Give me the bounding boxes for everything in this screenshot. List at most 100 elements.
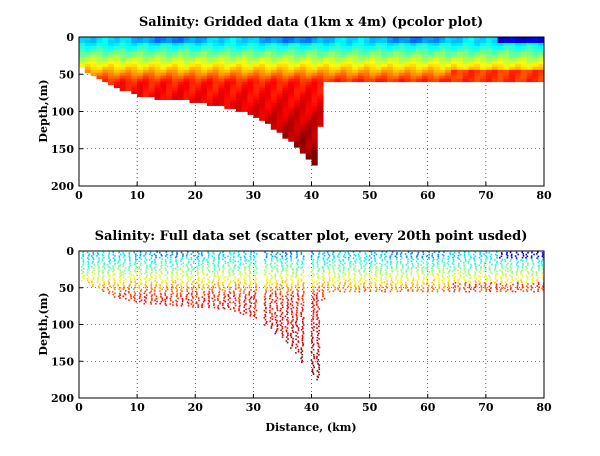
scatter-point xyxy=(255,286,257,289)
scatter-point xyxy=(217,276,220,278)
scatter-point xyxy=(322,290,325,292)
pcolor-cell xyxy=(253,87,260,92)
pcolor-cell xyxy=(189,37,196,41)
scatter-point xyxy=(337,288,340,291)
scatter-point xyxy=(154,260,157,263)
scatter-point xyxy=(282,317,284,319)
scatter-point xyxy=(255,283,257,285)
scatter-point xyxy=(316,310,319,312)
scatter-point xyxy=(300,267,302,269)
pcolor-cell xyxy=(346,42,353,47)
scatter-point xyxy=(337,279,339,282)
pcolor-cell xyxy=(305,138,312,142)
scatter-point xyxy=(384,272,387,275)
scatter-x-tick-label: 40 xyxy=(304,401,320,414)
scatter-point xyxy=(380,290,383,292)
scatter-point xyxy=(527,272,530,275)
pcolor-cell xyxy=(108,78,115,83)
pcolor-cell xyxy=(398,66,405,71)
scatter-point xyxy=(264,251,266,254)
scatter-point xyxy=(542,285,544,288)
scatter-point xyxy=(269,302,271,305)
pcolor-cell xyxy=(514,54,522,59)
scatter-point xyxy=(201,269,204,271)
scatter-point xyxy=(499,276,502,278)
scatter-point xyxy=(108,275,111,277)
scatter-point xyxy=(301,334,304,337)
pcolor-cell xyxy=(253,78,260,83)
scatter-point xyxy=(200,253,203,256)
scatter-point xyxy=(297,266,300,268)
pcolor-cell xyxy=(520,45,527,50)
scatter-point xyxy=(286,260,288,263)
scatter-point xyxy=(287,316,289,319)
scatter-point xyxy=(206,273,208,275)
scatter-point xyxy=(350,286,352,289)
scatter-point xyxy=(154,277,157,280)
pcolor-cell xyxy=(311,78,318,83)
scatter-point xyxy=(422,287,425,289)
pcolor-cell xyxy=(265,57,272,62)
pcolor-cell xyxy=(224,72,231,77)
scatter-point xyxy=(510,262,513,265)
scatter-point xyxy=(520,272,522,275)
pcolor-cell xyxy=(328,57,336,62)
scatter-point xyxy=(192,304,195,307)
scatter-point xyxy=(530,288,533,291)
scatter-point xyxy=(234,283,237,286)
pcolor-cell xyxy=(230,37,237,41)
scatter-point xyxy=(301,306,303,309)
scatter-point xyxy=(287,299,289,301)
scatter-point xyxy=(301,341,304,344)
pcolor-cell xyxy=(299,129,307,133)
pcolor-cell xyxy=(497,48,504,53)
scatter-point xyxy=(170,257,172,259)
scatter-point xyxy=(186,285,188,287)
scatter-point xyxy=(211,281,214,284)
scatter-point xyxy=(138,286,141,289)
pcolor-cell xyxy=(456,75,464,80)
pcolor-cell xyxy=(328,51,336,56)
scatter-point xyxy=(525,256,527,259)
scatter-point xyxy=(101,258,104,261)
scatter-point xyxy=(396,252,398,254)
scatter-point xyxy=(233,292,235,294)
scatter-point xyxy=(279,293,282,296)
pcolor-cell xyxy=(119,57,126,62)
pcolor-cell xyxy=(84,39,92,44)
scatter-point xyxy=(296,292,299,295)
scatter-point xyxy=(425,255,428,258)
pcolor-cell xyxy=(526,69,533,74)
pcolor-cell xyxy=(305,54,312,59)
pcolor-cell xyxy=(305,96,312,100)
scatter-point xyxy=(453,288,456,291)
scatter-point xyxy=(365,258,367,261)
scatter-point xyxy=(264,315,267,317)
scatter-point xyxy=(102,254,104,257)
scatter-point xyxy=(176,272,179,275)
scatter-point xyxy=(222,283,224,286)
scatter-point xyxy=(312,267,315,270)
scatter-point xyxy=(501,263,503,266)
scatter-point xyxy=(269,286,272,289)
scatter-point xyxy=(537,288,539,291)
scatter-point xyxy=(190,258,193,261)
scatter-point xyxy=(344,281,347,284)
scatter-point xyxy=(395,265,398,268)
pcolor-cell xyxy=(218,84,225,89)
scatter-point xyxy=(427,287,429,289)
scatter-point xyxy=(473,286,476,289)
pcolor-cell xyxy=(148,37,155,41)
scatter-point xyxy=(187,260,190,263)
scatter-point xyxy=(448,274,451,277)
pcolor-cell xyxy=(125,84,132,89)
scatter-point xyxy=(201,260,204,263)
scatter-point xyxy=(527,251,529,254)
scatter-point xyxy=(297,278,300,280)
scatter-point xyxy=(122,265,125,268)
pcolor-cell xyxy=(352,66,359,71)
scatter-point xyxy=(217,266,220,268)
scatter-point xyxy=(436,289,439,291)
pcolor-cell xyxy=(177,42,185,47)
scatter-point xyxy=(134,255,137,258)
